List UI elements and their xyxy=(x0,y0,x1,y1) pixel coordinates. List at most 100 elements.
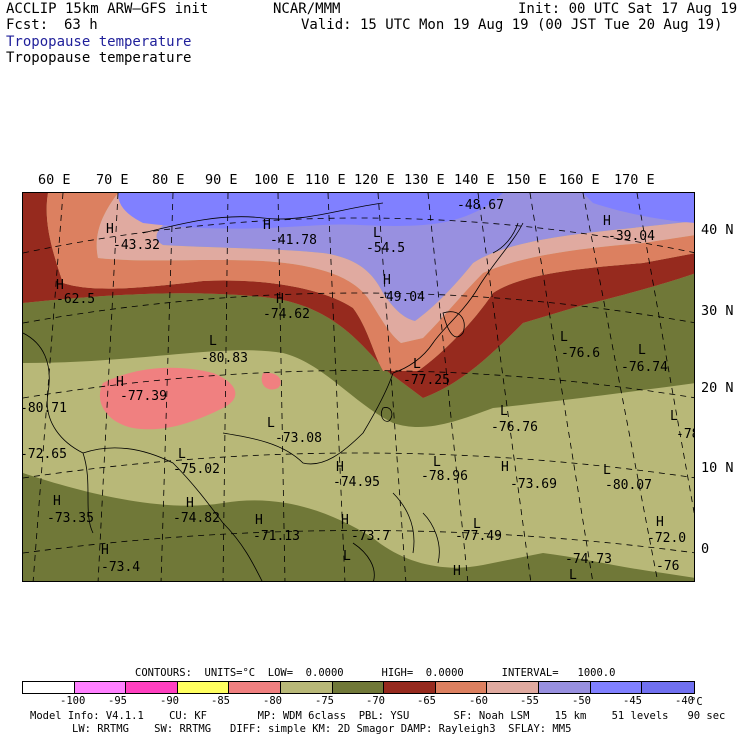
map-label: -78.96 xyxy=(421,469,468,484)
map-label: -54.5 xyxy=(366,241,406,256)
map-label: L xyxy=(373,226,381,241)
lon-label: 140 E xyxy=(454,172,495,188)
band-orange xyxy=(46,193,694,371)
lon-label: 110 E xyxy=(305,172,346,188)
map-label: -78 xyxy=(676,427,694,442)
map-label: L xyxy=(209,334,217,349)
temperature-map xyxy=(23,193,694,581)
lat-label: 10 N xyxy=(701,460,734,476)
coastlines xyxy=(23,202,524,581)
map-panel: H -43.32 H -41.78 -48.67 H -39.04 L -54.… xyxy=(22,192,695,582)
colorbar-swatch xyxy=(384,682,436,693)
map-label: H xyxy=(453,564,461,579)
colorbar-label: -90 xyxy=(160,695,179,707)
colorbar-label: -80 xyxy=(263,695,282,707)
colorbar-label: -75 xyxy=(315,695,334,707)
colorbar xyxy=(22,681,695,694)
colorbar-label: -50 xyxy=(572,695,591,707)
map-label: -74.95 xyxy=(333,475,380,490)
lon-label: 130 E xyxy=(404,172,445,188)
field-title: Tropopause temperature xyxy=(6,50,192,66)
map-label: -41.78 xyxy=(270,233,317,248)
colorbar-swatch xyxy=(177,682,230,693)
map-label: -74.62 xyxy=(263,307,310,322)
colorbar-label: -55 xyxy=(520,695,539,707)
lon-label: 70 E xyxy=(96,172,129,188)
map-label: -77.39 xyxy=(120,389,167,404)
map-label: L xyxy=(433,455,441,470)
map-label: H xyxy=(116,375,124,390)
colorbar-swatch xyxy=(539,682,591,693)
band-red xyxy=(23,193,694,398)
colorbar-swatch xyxy=(74,682,127,693)
colorbar-swatch xyxy=(23,682,75,693)
map-label: L xyxy=(560,330,568,345)
map-label: H xyxy=(383,273,391,288)
lon-label: 150 E xyxy=(506,172,547,188)
colorbar-label: -45 xyxy=(623,695,642,707)
org-label: NCAR/MMM xyxy=(273,1,341,17)
band-olive-south xyxy=(23,473,694,581)
colorbar-unit: °C xyxy=(690,696,703,708)
map-label: -49.04 xyxy=(378,290,425,305)
colorbar-swatch xyxy=(435,682,488,693)
map-label: H xyxy=(106,222,114,237)
fcst-label: Fcst: xyxy=(6,17,49,33)
map-label: H xyxy=(501,460,509,475)
colorbar-swatch xyxy=(487,682,540,693)
lon-label: 80 E xyxy=(152,172,185,188)
map-label: L xyxy=(500,404,508,419)
map-label: L xyxy=(473,517,481,532)
colorbar-label: -40 xyxy=(675,695,694,707)
colorbar-swatch xyxy=(229,682,282,693)
lon-label: 160 E xyxy=(559,172,600,188)
map-label: L xyxy=(670,409,678,424)
colorbar-label: -65 xyxy=(417,695,436,707)
lon-label: 170 E xyxy=(614,172,655,188)
map-label: -80.83 xyxy=(201,351,248,366)
map-label: -76.76 xyxy=(491,420,538,435)
map-label: -74.73 xyxy=(565,552,612,567)
valid-time: Valid: 15 UTC Mon 19 Aug 19 (00 JST Tue … xyxy=(301,17,723,33)
colorbar-label: -85 xyxy=(211,695,230,707)
map-label: L xyxy=(267,416,275,431)
map-label: -76.6 xyxy=(561,346,601,361)
map-label: -74.82 xyxy=(173,511,220,526)
map-label: -80.71 xyxy=(22,401,67,416)
map-label: -71.13 xyxy=(253,529,300,544)
map-label: H xyxy=(101,543,109,558)
map-label: H xyxy=(276,292,284,307)
map-label: H xyxy=(186,496,194,511)
lon-label: 60 E xyxy=(38,172,71,188)
map-label: -73.69 xyxy=(510,477,557,492)
lon-label: 90 E xyxy=(205,172,238,188)
map-label: -73.7 xyxy=(351,529,391,544)
map-label: -62.5 xyxy=(56,292,96,307)
colorbar-swatch xyxy=(590,682,643,693)
map-label: -72.0 xyxy=(647,531,687,546)
map-label: -48.67 xyxy=(457,198,504,213)
map-label: -77.25 xyxy=(403,373,450,388)
map-label: -39.04 xyxy=(608,229,655,244)
colorbar-label: -95 xyxy=(108,695,127,707)
graticule xyxy=(23,193,694,581)
map-label: -77.49 xyxy=(455,529,502,544)
map-label: L xyxy=(569,568,577,582)
colorbar-swatch xyxy=(332,682,385,693)
map-label: -76.74 xyxy=(621,360,668,375)
fcst-value: 63 h xyxy=(64,17,98,33)
model-info-line2: LW: RRTMG SW: RRTMG DIFF: simple KM: 2D … xyxy=(72,723,572,735)
map-label: L xyxy=(603,463,611,478)
map-label: -72.65 xyxy=(22,447,67,462)
map-label: L xyxy=(413,357,421,372)
band-blue-east xyxy=(583,193,694,223)
map-label: L xyxy=(178,447,186,462)
map-label: L xyxy=(638,343,646,358)
model-info-line1: Model Info: V4.1.1 CU: KF MP: WDM 6class… xyxy=(30,710,726,722)
map-label: H xyxy=(56,278,64,293)
lat-label: 30 N xyxy=(701,303,734,319)
map-label: H xyxy=(341,513,349,528)
map-label: -73.35 xyxy=(47,511,94,526)
map-label: L xyxy=(343,549,351,564)
map-label: -75.02 xyxy=(173,462,220,477)
